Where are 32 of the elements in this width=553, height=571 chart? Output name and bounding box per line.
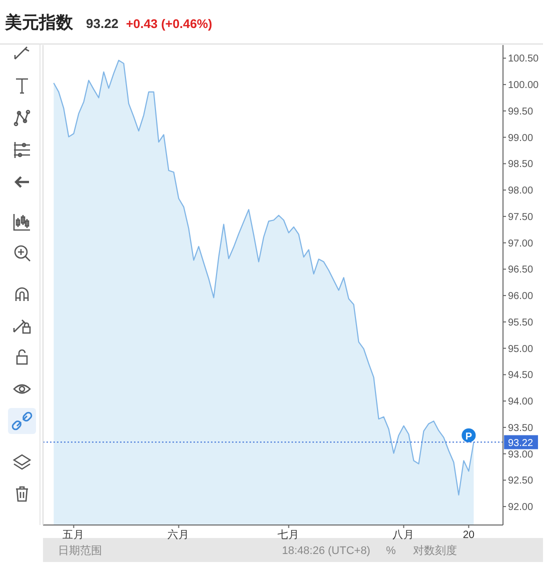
y-tick-label: 94.50 <box>508 370 534 382</box>
x-tick-label: 五月 <box>62 529 85 541</box>
y-tick-label: 100.00 <box>508 80 540 92</box>
y-tick-label: 96.00 <box>508 291 534 302</box>
text: +0.43 (+0.46%) <box>126 17 212 31</box>
x-tick-label: 八月 <box>392 529 415 541</box>
y-tick-label: 100.50 <box>508 54 540 65</box>
chart-subtitle: 93.22 <box>86 16 119 31</box>
y-tick-label: 93.00 <box>508 449 534 460</box>
text: 日期范围 <box>58 544 102 557</box>
y-tick-label: 92.00 <box>508 502 534 514</box>
y-tick-label: 99.00 <box>508 132 534 144</box>
y-tick-label: 99.50 <box>508 106 534 118</box>
y-tick-label: 92.50 <box>508 476 534 487</box>
y-tick-label: 95.50 <box>508 317 534 328</box>
y-tick-label: 95.00 <box>508 344 534 355</box>
y-tick-label: 96.50 <box>508 264 534 276</box>
y-tick-label: 98.00 <box>508 186 534 197</box>
text: 18:48:26 (UTC+8) <box>282 545 370 557</box>
text: % <box>386 545 396 557</box>
annotation: P <box>465 431 472 442</box>
y-tick-label: 97.00 <box>508 238 534 250</box>
ref-line-label: 93.22 <box>508 438 534 450</box>
y-tick-label: 97.50 <box>508 212 534 223</box>
x-tick-label: 六月 <box>168 528 190 541</box>
text: 对数刻度 <box>413 544 457 557</box>
chart-title: 美元指数 <box>4 13 74 32</box>
y-tick-label: 94.00 <box>508 396 534 408</box>
y-tick-label: 93.50 <box>508 422 534 434</box>
x-tick-label: 20 <box>462 529 475 541</box>
x-tick-label: 七月 <box>278 528 300 541</box>
y-tick-label: 98.50 <box>508 159 534 170</box>
